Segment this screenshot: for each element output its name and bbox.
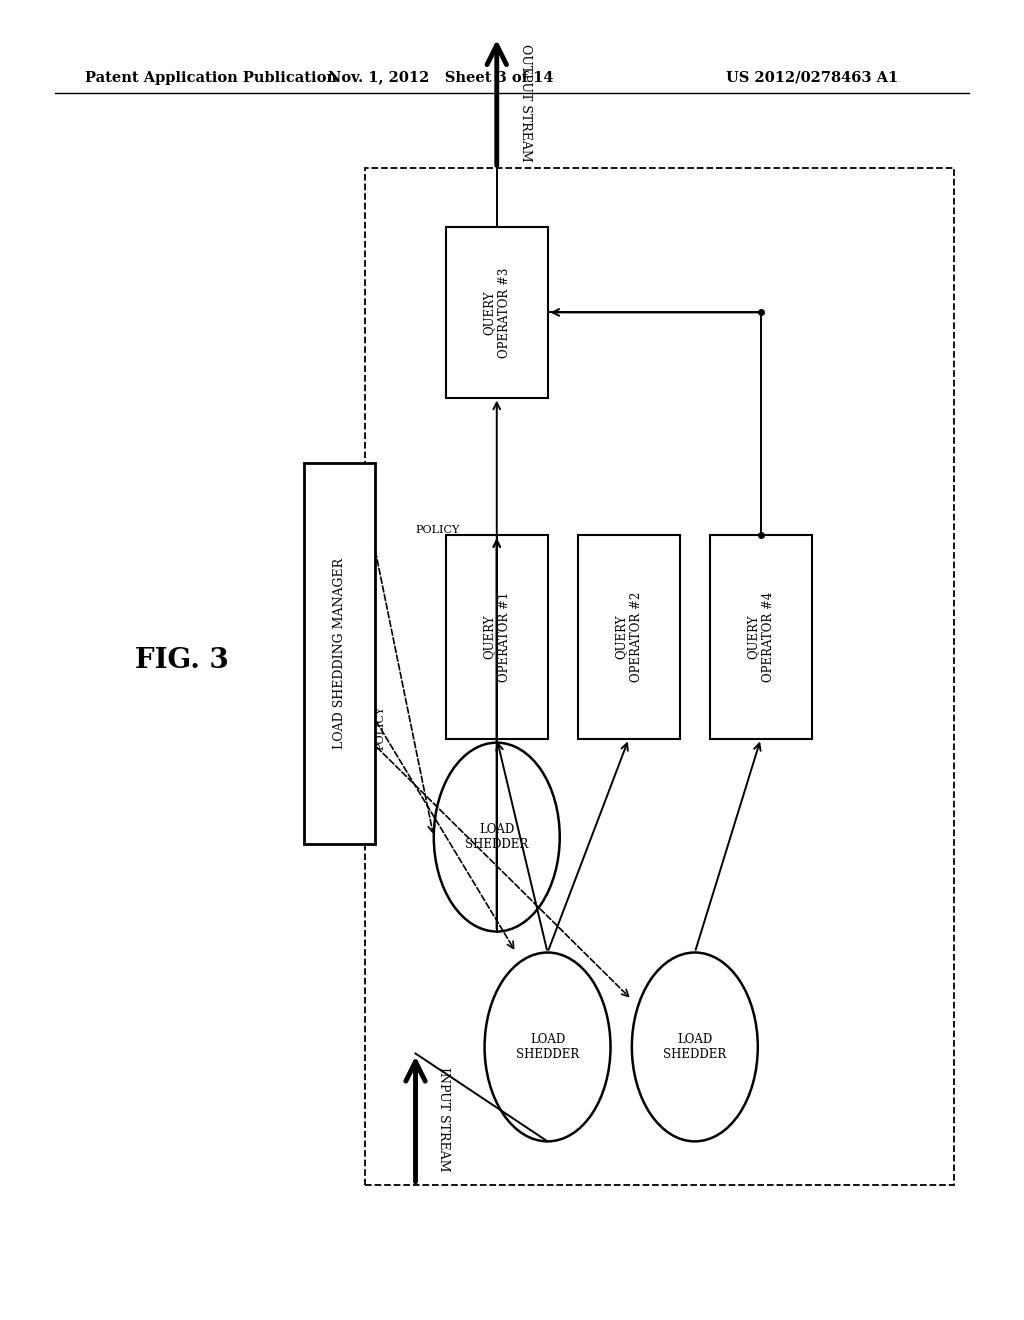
Ellipse shape xyxy=(434,743,560,932)
Text: US 2012/0278463 A1: US 2012/0278463 A1 xyxy=(726,71,898,84)
Text: QUERY
OPERATOR #2: QUERY OPERATOR #2 xyxy=(614,591,643,682)
Bar xyxy=(304,463,375,843)
Bar xyxy=(446,536,548,739)
Bar xyxy=(578,536,680,739)
Bar xyxy=(710,536,812,739)
Text: LOAD
SHEDDER: LOAD SHEDDER xyxy=(465,824,528,851)
Text: POLICY: POLICY xyxy=(375,706,385,750)
Text: INPUT STREAM: INPUT STREAM xyxy=(437,1067,451,1171)
Text: LOAD SHEDDING MANAGER: LOAD SHEDDING MANAGER xyxy=(333,558,346,748)
Bar xyxy=(365,168,953,1184)
Text: LOAD
SHEDDER: LOAD SHEDDER xyxy=(516,1034,580,1061)
Text: QUERY
OPERATOR #1: QUERY OPERATOR #1 xyxy=(482,591,511,682)
Text: QUERY
OPERATOR #3: QUERY OPERATOR #3 xyxy=(482,267,511,358)
Text: POLICY: POLICY xyxy=(416,525,460,536)
Bar xyxy=(446,227,548,397)
Text: FIG. 3: FIG. 3 xyxy=(135,647,228,673)
Text: Patent Application Publication: Patent Application Publication xyxy=(85,71,338,84)
Text: OUTPUT STREAM: OUTPUT STREAM xyxy=(519,44,531,161)
Ellipse shape xyxy=(484,953,610,1142)
Text: Nov. 1, 2012   Sheet 3 of 14: Nov. 1, 2012 Sheet 3 of 14 xyxy=(328,71,554,84)
Text: LOAD
SHEDDER: LOAD SHEDDER xyxy=(664,1034,726,1061)
Ellipse shape xyxy=(632,953,758,1142)
Text: QUERY
OPERATOR #4: QUERY OPERATOR #4 xyxy=(746,591,775,682)
